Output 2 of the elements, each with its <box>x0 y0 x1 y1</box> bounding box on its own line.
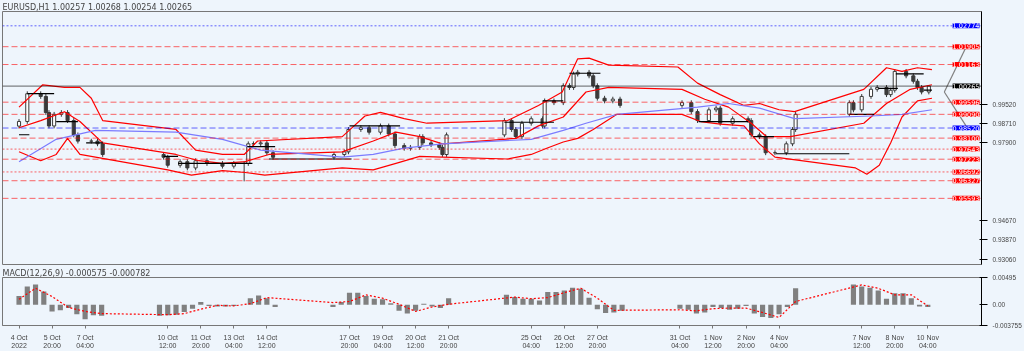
chart-title: EURUSD,H1 1.00257 1.00268 1.00254 1.00265 <box>2 2 193 12</box>
chart-title: MACD(12,26,9) -0.000575 -0.000782 <box>2 268 151 278</box>
